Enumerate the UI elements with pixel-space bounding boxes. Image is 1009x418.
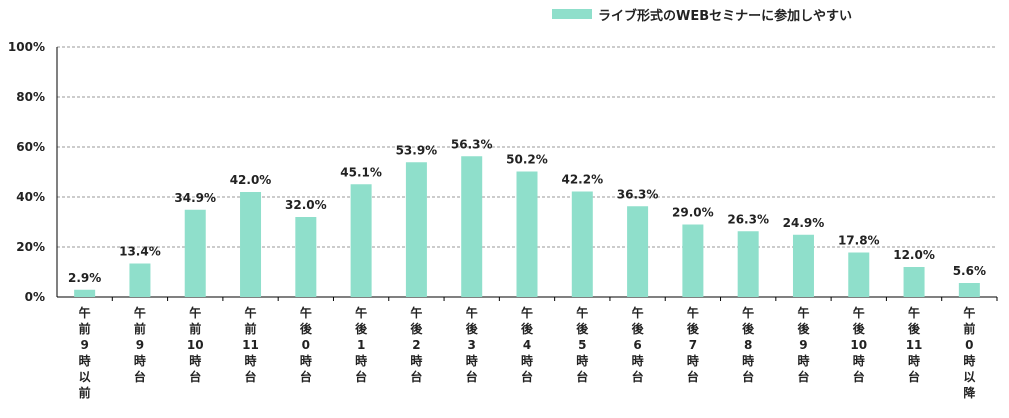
x-tick-label: 午前 0 時以降 — [963, 305, 976, 400]
bar — [405, 162, 427, 297]
x-tick-label: 午前 10 時台 — [187, 305, 204, 384]
data-label: 13.4% — [119, 245, 161, 259]
bar — [571, 191, 593, 297]
data-label: 17.8% — [838, 234, 880, 248]
data-label: 45.1% — [340, 165, 382, 179]
bar — [350, 184, 372, 297]
data-label: 32.0% — [285, 198, 327, 212]
x-tick-label: 午後 9 時台 — [797, 305, 810, 384]
bar — [74, 289, 96, 297]
y-tick-label: 20% — [16, 240, 45, 254]
bar — [958, 283, 980, 297]
x-tick-label: 午後 4 時台 — [521, 305, 534, 384]
x-tick-label: 午後 11 時台 — [906, 305, 923, 384]
data-label: 12.0% — [893, 248, 935, 262]
data-label: 34.9% — [174, 191, 216, 205]
x-tick-label: 午後 10 時台 — [850, 305, 867, 384]
data-label: 29.0% — [672, 206, 714, 220]
data-label: 2.9% — [68, 271, 101, 285]
data-label: 36.3% — [617, 187, 659, 201]
x-tick-label: 午前 9 時以前 — [79, 305, 91, 400]
y-tick-label: 60% — [16, 140, 45, 154]
x-tick-label: 午後 5 時台 — [576, 305, 589, 384]
x-tick-label: 午前 11 時台 — [242, 305, 259, 384]
data-label: 42.0% — [230, 173, 272, 187]
legend-label: ライブ形式のWEBセミナーに参加しやすい — [598, 8, 852, 24]
bar — [792, 234, 814, 297]
bar — [129, 263, 151, 297]
data-label: 26.3% — [727, 212, 769, 226]
bar — [240, 192, 262, 297]
data-label: 24.9% — [783, 216, 825, 230]
bar — [682, 224, 704, 297]
legend: ライブ形式のWEBセミナーに参加しやすい — [552, 4, 852, 24]
bar — [737, 231, 759, 297]
bar — [184, 209, 206, 297]
data-label: 53.9% — [396, 143, 438, 157]
x-tick-label: 午後 1 時台 — [355, 305, 368, 384]
data-label: 56.3% — [451, 137, 493, 151]
bar — [903, 267, 925, 297]
bar — [627, 206, 649, 297]
y-tick-label: 0% — [25, 290, 45, 304]
x-tick-label: 午後 8 時台 — [742, 305, 755, 384]
y-tick-label: 100% — [8, 40, 45, 54]
data-label: 42.2% — [561, 173, 603, 187]
data-label: 5.6% — [953, 264, 986, 278]
x-tick-label: 午前 9 時台 — [134, 305, 146, 384]
bar — [848, 252, 870, 297]
x-tick-label: 午後 3 時台 — [466, 305, 479, 384]
bar — [516, 171, 538, 297]
legend-swatch — [552, 9, 592, 19]
x-tick-label: 午後 6 時台 — [632, 305, 645, 384]
y-tick-label: 80% — [16, 90, 45, 104]
x-tick-label: 午後 0 時台 — [300, 305, 313, 384]
x-tick-label: 午後 2 時台 — [410, 305, 423, 384]
bar — [461, 156, 483, 297]
y-tick-label: 40% — [16, 190, 45, 204]
x-tick-label: 午後 7 時台 — [687, 305, 700, 384]
bar — [295, 217, 317, 297]
data-label: 50.2% — [506, 153, 548, 167]
